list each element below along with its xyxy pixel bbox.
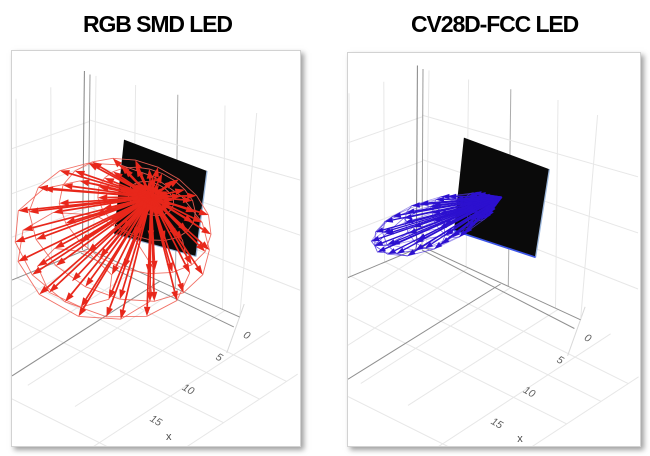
- svg-text:5: 5: [554, 354, 565, 367]
- svg-text:5: 5: [213, 351, 224, 364]
- svg-text:10: 10: [521, 384, 537, 400]
- svg-text:x: x: [166, 431, 172, 443]
- svg-text:x: x: [517, 433, 523, 445]
- svg-text:15: 15: [148, 413, 164, 429]
- svg-text:0: 0: [241, 329, 252, 342]
- svg-text:10: 10: [180, 381, 196, 397]
- svg-text:0: 0: [582, 332, 593, 345]
- svg-text:15: 15: [489, 415, 505, 431]
